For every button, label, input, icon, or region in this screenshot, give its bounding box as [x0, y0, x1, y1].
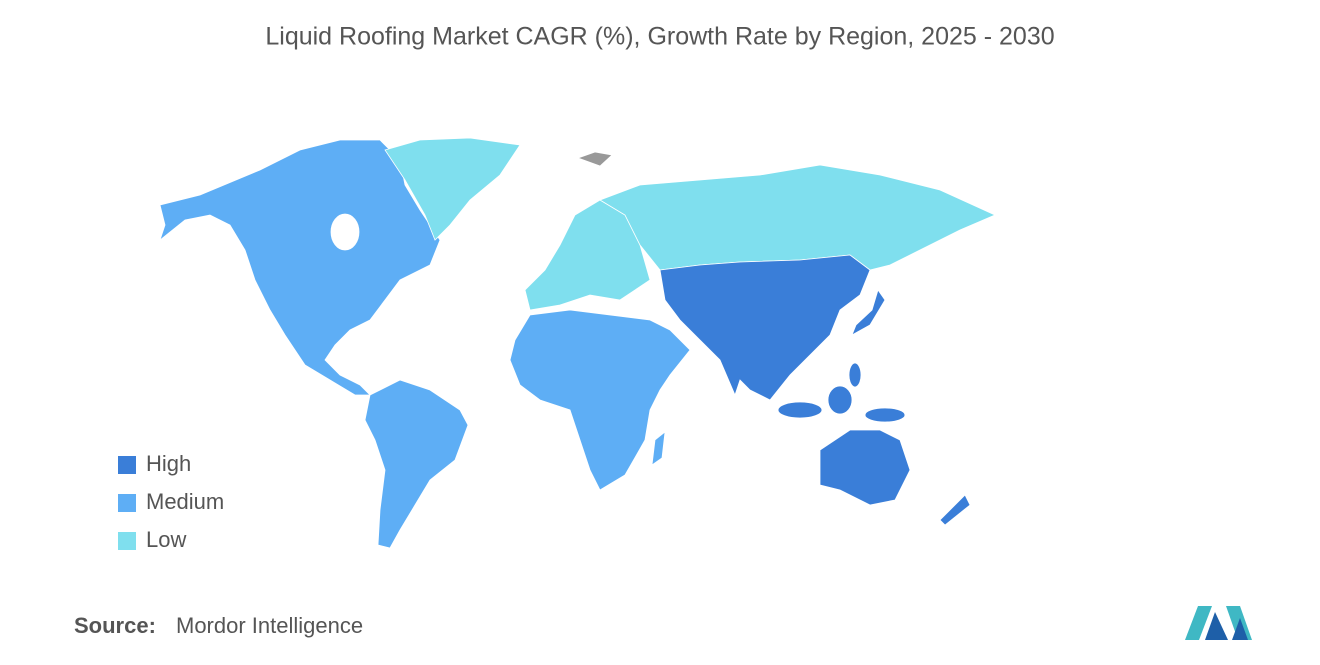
japan	[851, 289, 886, 336]
source-label: Source:	[74, 613, 156, 638]
africa-middle-east	[509, 309, 691, 491]
south-america	[364, 379, 469, 549]
madagascar	[651, 431, 666, 466]
logo	[1185, 606, 1252, 640]
world-map	[159, 137, 996, 549]
legend-label: Medium	[146, 489, 224, 514]
legend-label: High	[146, 451, 191, 476]
source-text: Mordor Intelligence	[176, 613, 363, 638]
svalbard	[576, 151, 613, 167]
north-america	[159, 139, 441, 396]
australia	[819, 429, 911, 506]
legend-swatch	[118, 532, 136, 550]
legend-swatch	[118, 494, 136, 512]
asia	[659, 254, 871, 401]
legend-swatch	[118, 456, 136, 474]
new-zealand	[939, 494, 971, 526]
indonesia	[777, 401, 823, 419]
greenland	[384, 137, 521, 241]
russia	[599, 164, 996, 271]
legend: High Medium Low	[118, 451, 224, 552]
philippines	[848, 362, 862, 388]
borneo	[827, 385, 853, 415]
legend-label: Low	[146, 527, 186, 552]
hudson-bay	[330, 213, 360, 251]
title: Liquid Roofing Market CAGR (%), Growth R…	[265, 23, 1054, 51]
new-guinea	[864, 407, 906, 423]
